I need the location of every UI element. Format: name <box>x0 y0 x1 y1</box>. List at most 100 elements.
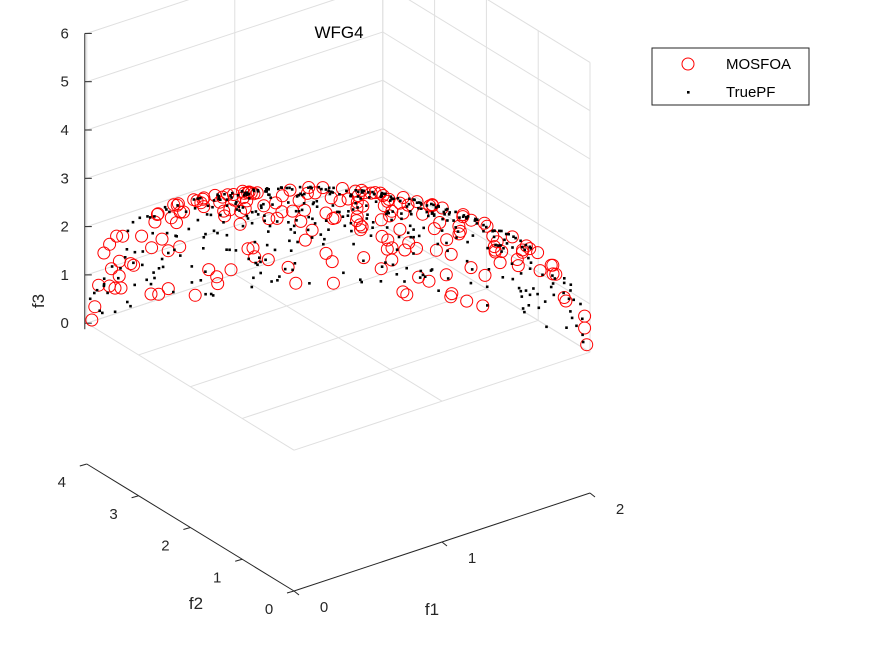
data-point-truepf <box>303 192 306 196</box>
data-point-truepf <box>237 205 241 208</box>
data-point-truepf <box>442 210 446 214</box>
data-point-mosfoa <box>396 285 410 299</box>
data-point-truepf <box>384 261 387 264</box>
data-point-truepf <box>228 248 231 252</box>
data-point-truepf <box>246 217 250 220</box>
data-point-mosfoa <box>350 210 364 224</box>
data-point-truepf <box>369 234 373 237</box>
data-point-truepf <box>409 235 413 239</box>
data-point-truepf <box>275 220 279 223</box>
data-point-truepf <box>562 281 566 285</box>
data-point-mosfoa <box>444 247 458 261</box>
data-point-truepf <box>160 257 164 261</box>
data-point-truepf <box>469 281 473 285</box>
data-point-truepf <box>494 243 497 247</box>
data-point-truepf <box>338 210 341 214</box>
data-point-truepf <box>230 196 233 199</box>
data-point-truepf <box>190 265 194 268</box>
data-point-truepf <box>95 288 99 292</box>
data-point-truepf <box>437 205 440 208</box>
data-point-truepf <box>222 221 225 224</box>
data-point-truepf <box>225 248 228 251</box>
data-point-truepf <box>512 235 515 238</box>
grid-line <box>86 79 383 179</box>
data-point-truepf <box>425 210 429 214</box>
x-tick-label: 0 <box>320 599 328 616</box>
data-point-truepf <box>324 219 328 222</box>
data-point-truepf <box>527 256 530 260</box>
data-point-mosfoa <box>505 230 519 244</box>
data-point-truepf <box>359 278 362 281</box>
data-point-truepf <box>262 202 265 206</box>
data-point-truepf <box>193 207 197 210</box>
data-point-truepf <box>176 204 179 207</box>
data-point-truepf <box>430 268 434 271</box>
data-point-mosfoa <box>519 239 533 253</box>
data-point-truepf <box>400 217 403 221</box>
y-tick-label: 2 <box>161 538 169 555</box>
data-point-truepf <box>412 228 415 231</box>
y-tick-label: 1 <box>213 569 221 586</box>
data-point-mosfoa <box>145 241 159 255</box>
data-point-truepf <box>196 197 200 200</box>
data-point-truepf <box>315 199 319 203</box>
data-point-truepf <box>371 221 375 224</box>
data-point-truepf <box>482 223 485 227</box>
data-point-truepf <box>425 204 429 207</box>
data-point-truepf <box>569 310 572 313</box>
data-point-truepf <box>297 193 301 197</box>
data-point-truepf <box>173 248 176 252</box>
grid-line <box>138 256 435 356</box>
data-point-truepf <box>551 274 554 277</box>
data-point-truepf <box>263 219 266 223</box>
data-point-truepf <box>247 192 251 196</box>
grid-line <box>408 0 591 112</box>
grid-line <box>86 0 336 83</box>
data-point-mosfoa <box>305 223 319 237</box>
data-point-truepf <box>138 216 142 220</box>
data-point-truepf <box>332 186 335 190</box>
data-point-truepf <box>192 198 196 201</box>
data-point-truepf <box>205 213 209 216</box>
data-point-mosfoa <box>440 233 454 247</box>
data-point-mosfoa <box>144 287 158 301</box>
data-point-truepf <box>386 210 389 213</box>
data-point-truepf <box>362 189 366 193</box>
legend-label-mosfoa: MOSFOA <box>726 56 791 73</box>
grid-line <box>382 176 591 305</box>
data-point-truepf <box>380 191 384 195</box>
data-point-mosfoa <box>103 237 117 251</box>
data-point-mosfoa <box>150 208 164 221</box>
data-point-truepf <box>572 298 575 302</box>
data-point-truepf <box>327 186 331 190</box>
data-point-mosfoa <box>151 207 165 221</box>
data-point-truepf <box>241 206 245 209</box>
data-point-truepf <box>252 188 255 191</box>
data-point-truepf <box>225 198 229 201</box>
data-point-truepf <box>148 216 152 219</box>
data-point-truepf <box>389 195 393 198</box>
data-point-truepf <box>360 190 364 194</box>
data-point-truepf <box>234 202 237 206</box>
data-point-truepf <box>327 228 330 231</box>
y-tick-mark <box>131 495 139 499</box>
data-point-truepf <box>422 226 425 230</box>
data-point-mosfoa <box>328 211 342 225</box>
data-point-mosfoa <box>135 229 149 243</box>
data-point-truepf <box>256 213 260 216</box>
data-point-truepf <box>431 211 434 214</box>
data-point-truepf <box>520 245 524 249</box>
data-point-truepf <box>216 193 219 196</box>
data-point-truepf <box>497 244 500 247</box>
data-point-truepf <box>562 291 565 295</box>
data-point-truepf <box>131 220 135 224</box>
data-point-truepf <box>511 246 514 249</box>
data-point-truepf <box>446 277 450 280</box>
data-point-truepf <box>403 280 406 283</box>
data-point-truepf <box>406 231 410 235</box>
data-point-truepf <box>163 205 167 209</box>
data-point-truepf <box>415 201 419 204</box>
data-point-truepf <box>410 212 413 216</box>
z-tick-label: 2 <box>60 219 68 236</box>
data-point-truepf <box>486 246 489 250</box>
